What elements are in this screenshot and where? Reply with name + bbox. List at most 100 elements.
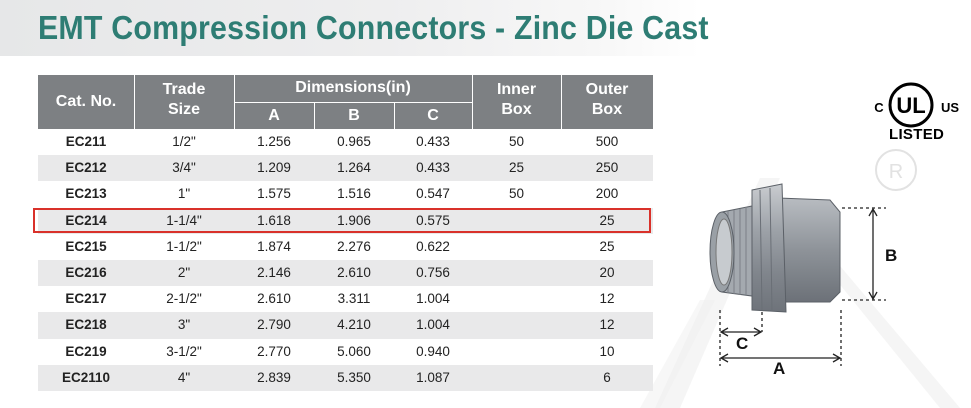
table-row: EC213 1" 1.575 1.516 0.547 50 200 (38, 181, 653, 207)
cell-dim-a: 2.790 (257, 317, 291, 333)
cell-dim-a: 2.770 (257, 343, 291, 359)
cell-inner-box: 50 (508, 134, 525, 149)
table-row: EC219 3-1/2" 2.770 5.060 0.940 10 (38, 339, 653, 365)
cell-dim-b: 0.965 (337, 134, 371, 149)
header-divider (314, 102, 315, 129)
title-banner: EMT Compression Connectors - Zinc Die Ca… (0, 0, 709, 56)
cell-trade-size: 1/2" (172, 134, 196, 149)
header-inner-box: Inner Box (472, 80, 561, 120)
header-divider (472, 75, 473, 129)
cell-outer-box: 12 (599, 291, 615, 307)
header-inner-line2: Box (501, 101, 532, 118)
header-divider (234, 102, 472, 103)
cell-outer-box: 200 (595, 186, 619, 202)
cell-dim-b: 4.210 (337, 317, 371, 333)
header-trade-size: Trade Size (134, 80, 234, 120)
cell-cat-no: EC212 (65, 160, 107, 176)
ul-us-text: US (941, 100, 959, 115)
cell-dim-c: 0.756 (416, 264, 450, 280)
cell-dim-b: 1.264 (337, 160, 371, 176)
cell-dim-c: 0.940 (416, 343, 450, 359)
cell-dim-a: 2.839 (257, 369, 291, 385)
highlight-box (33, 208, 651, 233)
table-row: EC212 3/4" 1.209 1.264 0.433 25 250 (38, 155, 653, 182)
header-dim-a: A (268, 107, 280, 124)
table-body: EC211 1/2" 1.256 0.965 0.433 50 500 EC21… (38, 129, 653, 391)
cell-dim-a: 1.209 (257, 160, 291, 176)
cell-trade-size: 4" (177, 369, 191, 385)
table-row: EC2110 4" 2.839 5.350 1.087 6 (38, 364, 653, 391)
header-trade-line1: Trade (162, 81, 206, 98)
cell-inner-box (472, 286, 561, 312)
ul-logo-text: UL (896, 93, 925, 118)
header-divider (561, 75, 562, 129)
cell-dim-a: 1.874 (257, 238, 291, 254)
cell-inner-box (472, 312, 561, 338)
cell-trade-size: 1-1/2" (166, 238, 202, 254)
cell-cat-no: EC213 (65, 186, 107, 202)
dimension-label-c: C (736, 334, 748, 353)
header-dimensions: Dimensions(in) (295, 79, 411, 96)
ul-c-text: C (874, 100, 884, 115)
table-row: EC217 2-1/2" 2.610 3.311 1.004 12 (38, 286, 653, 312)
cell-dim-a: 2.610 (257, 291, 291, 307)
header-divider (134, 75, 135, 129)
page-title: EMT Compression Connectors - Zinc Die Ca… (38, 9, 709, 46)
dimension-lines (719, 207, 886, 366)
cell-trade-size: 3/4" (172, 160, 196, 176)
header-cat-no: Cat. No. (55, 93, 117, 110)
ul-listed-text: LISTED (889, 126, 945, 143)
connector-diagram: B C A (709, 183, 897, 378)
cell-dim-c: 1.087 (416, 369, 450, 385)
cell-dim-b: 5.350 (337, 369, 371, 385)
spec-table: Cat. No. Trade Size Dimensions(in) A B C… (38, 75, 653, 391)
cell-outer-box: 10 (599, 343, 615, 359)
cell-inner-box: 25 (508, 160, 525, 176)
cell-trade-size: 3" (177, 317, 191, 333)
cell-dim-c: 0.547 (416, 186, 450, 202)
dimension-label-a: A (773, 359, 785, 378)
cell-cat-no: EC218 (65, 317, 107, 333)
cell-outer-box: 250 (595, 160, 619, 176)
cell-dim-c: 0.433 (416, 160, 450, 176)
cell-inner-box (472, 339, 561, 365)
header-outer-line2: Box (591, 101, 623, 118)
cell-cat-no: EC214 (65, 212, 107, 228)
cell-outer-box: 12 (599, 317, 615, 333)
dimension-label-b: B (885, 246, 897, 265)
cell-trade-size: 2-1/2" (166, 291, 202, 307)
cell-cat-no: EC211 (65, 134, 107, 149)
cell-dim-c: 1.004 (416, 291, 450, 307)
cell-dim-a: 1.256 (257, 134, 291, 149)
cell-outer-box: 6 (603, 369, 611, 385)
cell-outer-box: 25 (599, 212, 615, 228)
ul-listed-logo: UL C US (874, 82, 959, 128)
header-dim-c: C (427, 107, 439, 124)
cell-dim-b: 5.060 (337, 343, 371, 359)
cell-dim-c: 1.004 (416, 317, 450, 333)
cell-cat-no: EC217 (65, 291, 107, 307)
cell-cat-no: EC2110 (61, 369, 111, 385)
table-row: EC216 2" 2.146 2.610 0.756 20 (38, 259, 653, 287)
connector-image (709, 183, 841, 313)
cell-trade-size: 1-1/4" (166, 212, 202, 228)
cell-dim-b: 3.311 (337, 291, 371, 307)
header-trade-line2: Size (167, 101, 200, 118)
table-header: Cat. No. Trade Size Dimensions(in) A B C… (38, 75, 653, 129)
cell-outer-box: 500 (595, 134, 619, 149)
cell-trade-size: 1" (177, 186, 191, 202)
header-outer-box: Outer Box (561, 80, 653, 120)
cell-dim-c: 0.433 (416, 134, 450, 149)
cell-trade-size: 3-1/2" (166, 343, 202, 359)
cell-trade-size: 2" (177, 264, 191, 280)
cell-dim-b: 1.906 (337, 212, 371, 228)
table-row-highlighted: EC214 1-1/4" 1.618 1.906 0.575 25 (38, 207, 653, 234)
table-row: EC211 1/2" 1.256 0.965 0.433 50 500 (38, 129, 653, 155)
cell-outer-box: 25 (599, 238, 615, 254)
cell-inner-box: 50 (508, 186, 525, 202)
cell-inner-box (472, 260, 561, 286)
header-divider (394, 102, 395, 129)
table-row: EC215 1-1/2" 1.874 2.276 0.622 25 (38, 234, 653, 260)
cell-inner-box (472, 365, 561, 391)
cell-dim-b: 1.516 (337, 186, 371, 202)
